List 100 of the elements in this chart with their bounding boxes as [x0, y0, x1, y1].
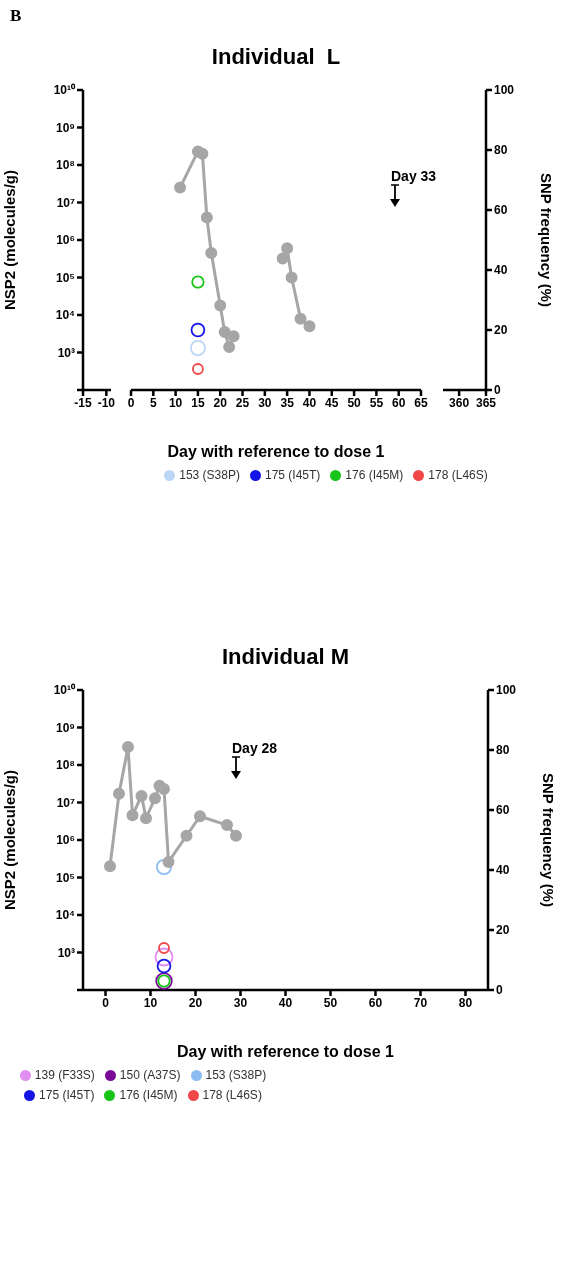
annotation: Day 28 [232, 740, 278, 756]
point [214, 299, 227, 312]
point [221, 819, 233, 832]
point [140, 812, 152, 825]
y-tick-label: 10¹⁰ [53, 683, 76, 698]
x-tick-label: -15 [74, 395, 92, 410]
x-tick-label: 60 [368, 995, 383, 1010]
y2-tick-label: 20 [496, 923, 510, 938]
point [276, 252, 289, 265]
x-tick-label: 55 [369, 395, 384, 410]
y2-tick-label: 40 [494, 263, 508, 278]
y-tick-label: 10⁷ [56, 795, 76, 810]
y-tick-label: 10⁹ [55, 120, 75, 135]
point [200, 211, 213, 224]
y2-axis-title: SNP frequency (%) [539, 773, 557, 907]
point [135, 789, 148, 802]
y2-tick-label: 0 [494, 383, 501, 398]
y-tick-label: 10³ [57, 945, 75, 960]
legend-label: 175 (I45T) [39, 1088, 95, 1102]
y-tick-label: 10⁶ [56, 233, 75, 248]
y2-tick-label: 0 [496, 983, 503, 998]
y2-axis-title: SNP frequency (%) [537, 173, 555, 307]
y-tick-label: 10¹⁰ [53, 83, 76, 98]
point [162, 855, 175, 868]
y-axis-title: NSP2 (molecules/g) [1, 769, 19, 911]
chart-title: Individual L [210, 44, 342, 70]
legend-label: 176 (I45M) [345, 468, 404, 482]
y-tick-label: 10⁵ [56, 270, 75, 285]
x-tick-label: 0 [127, 395, 135, 410]
legend-label: 175 (I45T) [264, 468, 321, 482]
point [180, 829, 193, 842]
x-tick-label: 50 [347, 395, 362, 410]
y2-tick-label: 40 [496, 863, 510, 878]
x-tick-label: 45 [325, 395, 339, 410]
point [227, 330, 240, 343]
y-tick-label: 10⁴ [55, 308, 76, 323]
y-tick-label: 10⁸ [55, 158, 75, 173]
point [294, 312, 307, 325]
x-tick-label: 30 [258, 395, 272, 410]
y-tick-label: 10⁸ [55, 758, 75, 773]
y2-tick-label: 60 [496, 803, 510, 818]
x-tick-label: 360 [449, 395, 470, 410]
point [218, 326, 231, 339]
x-tick-label: 40 [302, 395, 317, 410]
x-tick-label: 0 [102, 995, 110, 1010]
x-axis-title: Day with reference to dose 1 [167, 443, 385, 460]
legend-label: 153 (S38P) [205, 1068, 267, 1082]
y-tick-label: 10⁶ [56, 833, 75, 848]
legend-label: 150 (A37S) [119, 1068, 181, 1082]
annotation: Day 33 [391, 168, 437, 184]
text: B [10, 6, 22, 26]
x-tick-label: 10 [143, 995, 158, 1010]
y-tick-label: 10⁴ [55, 908, 76, 923]
point [205, 247, 218, 260]
point [122, 741, 134, 754]
x-tick-label: 25 [235, 395, 250, 410]
y2-tick-label: 60 [494, 203, 508, 218]
x-tick-label: 5 [149, 395, 157, 410]
y2-tick-label: 100 [496, 683, 517, 698]
x-tick-label: 20 [188, 995, 203, 1010]
y-tick-label: 10⁹ [55, 720, 75, 735]
y2-tick-label: 80 [494, 143, 508, 158]
chart-title: Individual M [220, 644, 351, 670]
x-tick-label: 15 [191, 395, 205, 410]
point [174, 181, 187, 194]
x-tick-label: 65 [414, 395, 428, 410]
x-axis-title: Day with reference to dose 1 [177, 1043, 395, 1060]
y-axis-title: NSP2 (molecules/g) [1, 169, 19, 311]
point [158, 782, 170, 795]
legend-label: 178 (L46S) [202, 1088, 262, 1102]
point [194, 810, 206, 823]
point [104, 860, 116, 873]
y2-tick-label: 80 [496, 743, 510, 758]
point [281, 242, 294, 255]
x-tick-label: 20 [213, 395, 228, 410]
y-tick-label: 10⁷ [56, 195, 76, 210]
legend-label: 176 (I45M) [119, 1088, 178, 1102]
y2-tick-label: 20 [494, 323, 508, 338]
y-tick-label: 10³ [57, 345, 75, 360]
x-tick-label: 50 [323, 995, 338, 1010]
y2-tick-label: 100 [494, 83, 515, 98]
legend-label: 178 (L46S) [428, 468, 488, 482]
x-tick-label: 70 [413, 995, 428, 1010]
point [149, 792, 161, 805]
legend-label: 139 (F33S) [34, 1068, 95, 1082]
legend-label: 153 (S38P) [179, 468, 240, 482]
y-tick-label: 10⁵ [56, 870, 75, 885]
point [113, 787, 125, 800]
x-tick-label: 30 [233, 995, 248, 1010]
point [230, 829, 242, 842]
point [126, 809, 139, 822]
x-tick-label: 80 [458, 995, 473, 1010]
x-tick-label: 35 [280, 395, 295, 410]
x-tick-label: 60 [392, 395, 406, 410]
point [285, 271, 298, 284]
point [303, 320, 316, 333]
x-tick-label: 10 [168, 395, 183, 410]
x-tick-label: -10 [97, 395, 116, 410]
point [196, 147, 209, 160]
x-tick-label: 365 [475, 395, 497, 410]
